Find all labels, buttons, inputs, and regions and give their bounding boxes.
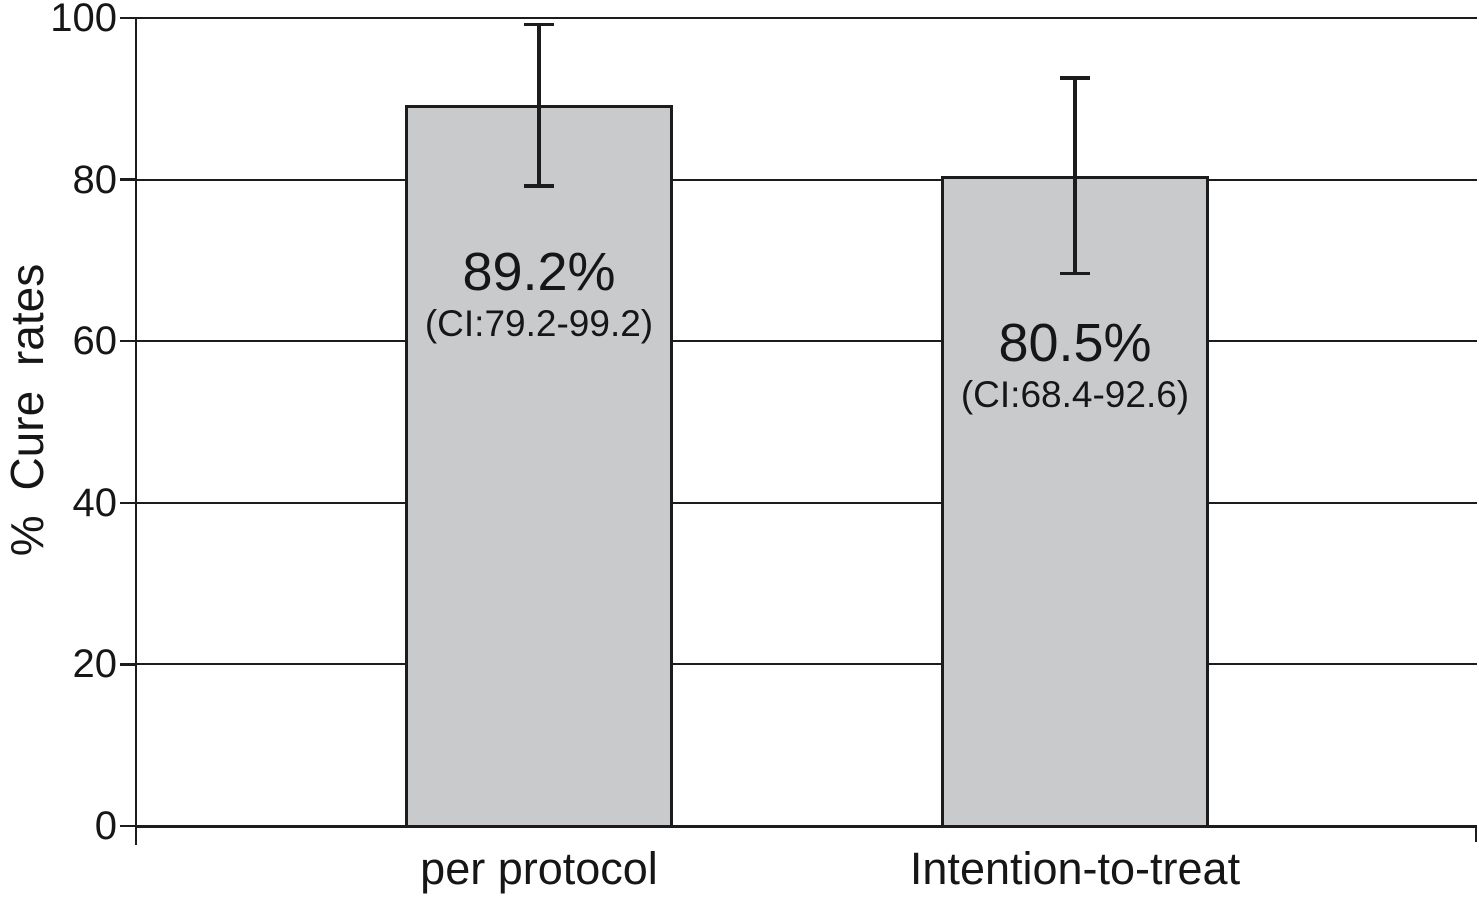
y-tick	[120, 178, 136, 181]
bar-value-label: 89.2%	[462, 242, 616, 303]
y-tick-label: 0	[94, 804, 117, 848]
y-tick	[120, 663, 136, 666]
error-bar-cap	[524, 184, 554, 188]
bar	[405, 105, 673, 828]
y-tick-label: 100	[50, 0, 117, 40]
x-category-label: Intention-to-treat	[909, 843, 1241, 894]
bar-ci-label: (CI:79.2-99.2)	[424, 303, 654, 345]
error-bar-cap	[524, 22, 554, 27]
x-category-label: per protocol	[420, 843, 658, 894]
x-axis-right-tick	[1474, 826, 1477, 842]
bar-ci-label: (CI:68.4-92.6)	[960, 373, 1190, 415]
y-tick-label: 40	[72, 480, 118, 525]
error-bar-cap	[1060, 76, 1090, 80]
gridline	[136, 340, 1477, 343]
y-tick	[120, 16, 136, 20]
y-tick-label: 80	[72, 157, 118, 202]
bar-label-block: 80.5% (CI:68.4-92.6)	[941, 314, 1209, 418]
error-bar-stem	[537, 24, 541, 187]
bar-label-block: 89.2% (CI:79.2-99.2)	[405, 243, 673, 347]
bar-value-label: 80.5%	[998, 312, 1152, 373]
y-tick-label: 20	[72, 642, 118, 687]
y-tick	[120, 339, 136, 343]
y-tick	[120, 824, 136, 828]
gridline	[136, 17, 1477, 19]
error-bar-stem	[1073, 77, 1077, 274]
y-tick-label: 60	[72, 319, 118, 364]
gridline	[136, 663, 1477, 666]
gridline	[136, 178, 1477, 181]
y-axis-line	[134, 17, 138, 845]
gridline	[136, 501, 1477, 504]
error-bar-cap	[1060, 271, 1090, 276]
bar	[941, 175, 1209, 828]
gridline	[136, 824, 1477, 828]
y-tick	[120, 501, 136, 505]
